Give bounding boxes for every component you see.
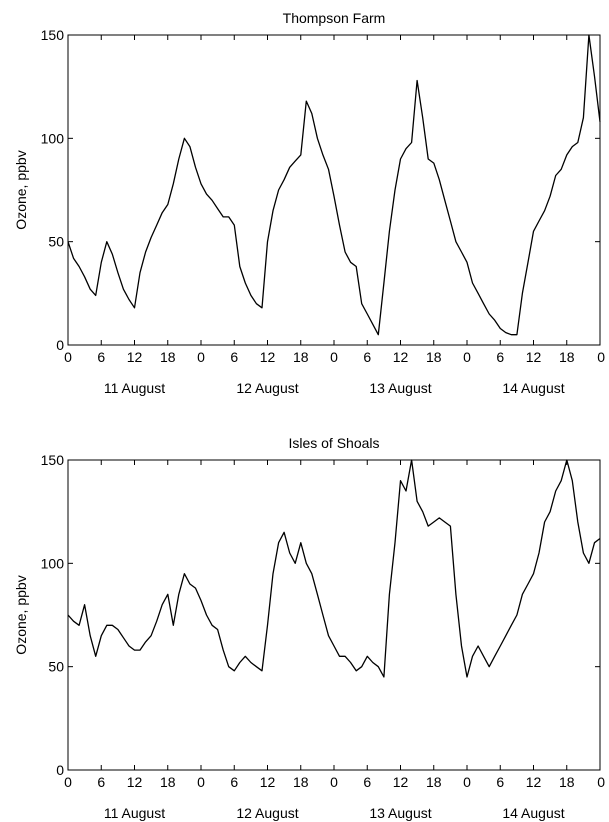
x-tick-label: 18: [426, 349, 442, 365]
x-tick-label: 0: [597, 774, 605, 790]
x-tick-label: 18: [160, 349, 176, 365]
y-tick-label: 150: [41, 27, 65, 43]
x-tick-label: 0: [330, 774, 338, 790]
x-tick-label: 12: [526, 349, 542, 365]
day-label: 12 August: [236, 805, 298, 821]
x-tick-label: 18: [293, 349, 309, 365]
day-label: 13 August: [369, 805, 431, 821]
plot-frame: [67, 34, 601, 346]
day-label: 13 August: [369, 380, 431, 396]
x-tick-label: 12: [127, 349, 143, 365]
x-tick-label: 18: [559, 774, 575, 790]
x-tick-label: 0: [597, 349, 605, 365]
x-tick-label: 18: [426, 774, 442, 790]
ozone-series-line: [67, 459, 601, 678]
x-tick-label: 6: [230, 349, 238, 365]
x-tick-label: 0: [330, 349, 338, 365]
x-tick-label: 0: [64, 349, 72, 365]
x-tick-label: 12: [127, 774, 143, 790]
x-tick-label: 18: [293, 774, 309, 790]
y-tick-label: 0: [56, 762, 64, 778]
x-tick-label: 12: [526, 774, 542, 790]
y-tick-label: 100: [41, 555, 65, 571]
x-tick-label: 6: [97, 349, 105, 365]
x-tick-label: 0: [64, 774, 72, 790]
day-label: 11 August: [104, 805, 165, 821]
x-tick-label: 12: [393, 349, 409, 365]
day-label: 14 August: [502, 380, 564, 396]
y-tick-label: 150: [41, 452, 65, 468]
chart-panel-1: Thompson Farm Ozone, ppbv 0 50 100 150 0 6 12 18 0…: [13, 10, 605, 396]
day-label: 11 August: [104, 380, 165, 396]
chart-title: Isles of Shoals: [288, 435, 379, 451]
x-tick-label: 12: [260, 774, 276, 790]
chart-title: Thompson Farm: [283, 10, 386, 26]
day-label: 12 August: [236, 380, 298, 396]
y-tick-label: 50: [48, 659, 64, 675]
x-tick-label: 18: [559, 349, 575, 365]
x-tick-label: 6: [363, 349, 371, 365]
x-tick-label: 6: [230, 774, 238, 790]
x-tick-label: 0: [197, 349, 205, 365]
y-axis-label: Ozone, ppbv: [13, 575, 29, 654]
chart-panel-2: Isles of Shoals Ozone, ppbv 0 50 100 150 0 6 12 1…: [13, 435, 605, 821]
y-axis-label: Ozone, ppbv: [13, 150, 29, 229]
y-tick-label: 0: [56, 337, 64, 353]
day-label: 14 August: [502, 805, 564, 821]
x-tick-label: 0: [197, 774, 205, 790]
x-tick-label: 6: [496, 349, 504, 365]
x-tick-label: 18: [160, 774, 176, 790]
plot-frame: [67, 459, 601, 771]
x-tick-label: 6: [363, 774, 371, 790]
x-tick-label: 0: [463, 774, 471, 790]
y-tick-label: 50: [48, 234, 64, 250]
ozone-series-line: [67, 34, 601, 336]
x-tick-label: 12: [260, 349, 276, 365]
x-tick-label: 6: [97, 774, 105, 790]
y-tick-label: 100: [41, 130, 65, 146]
x-tick-label: 12: [393, 774, 409, 790]
x-tick-label: 0: [463, 349, 471, 365]
x-tick-label: 6: [496, 774, 504, 790]
